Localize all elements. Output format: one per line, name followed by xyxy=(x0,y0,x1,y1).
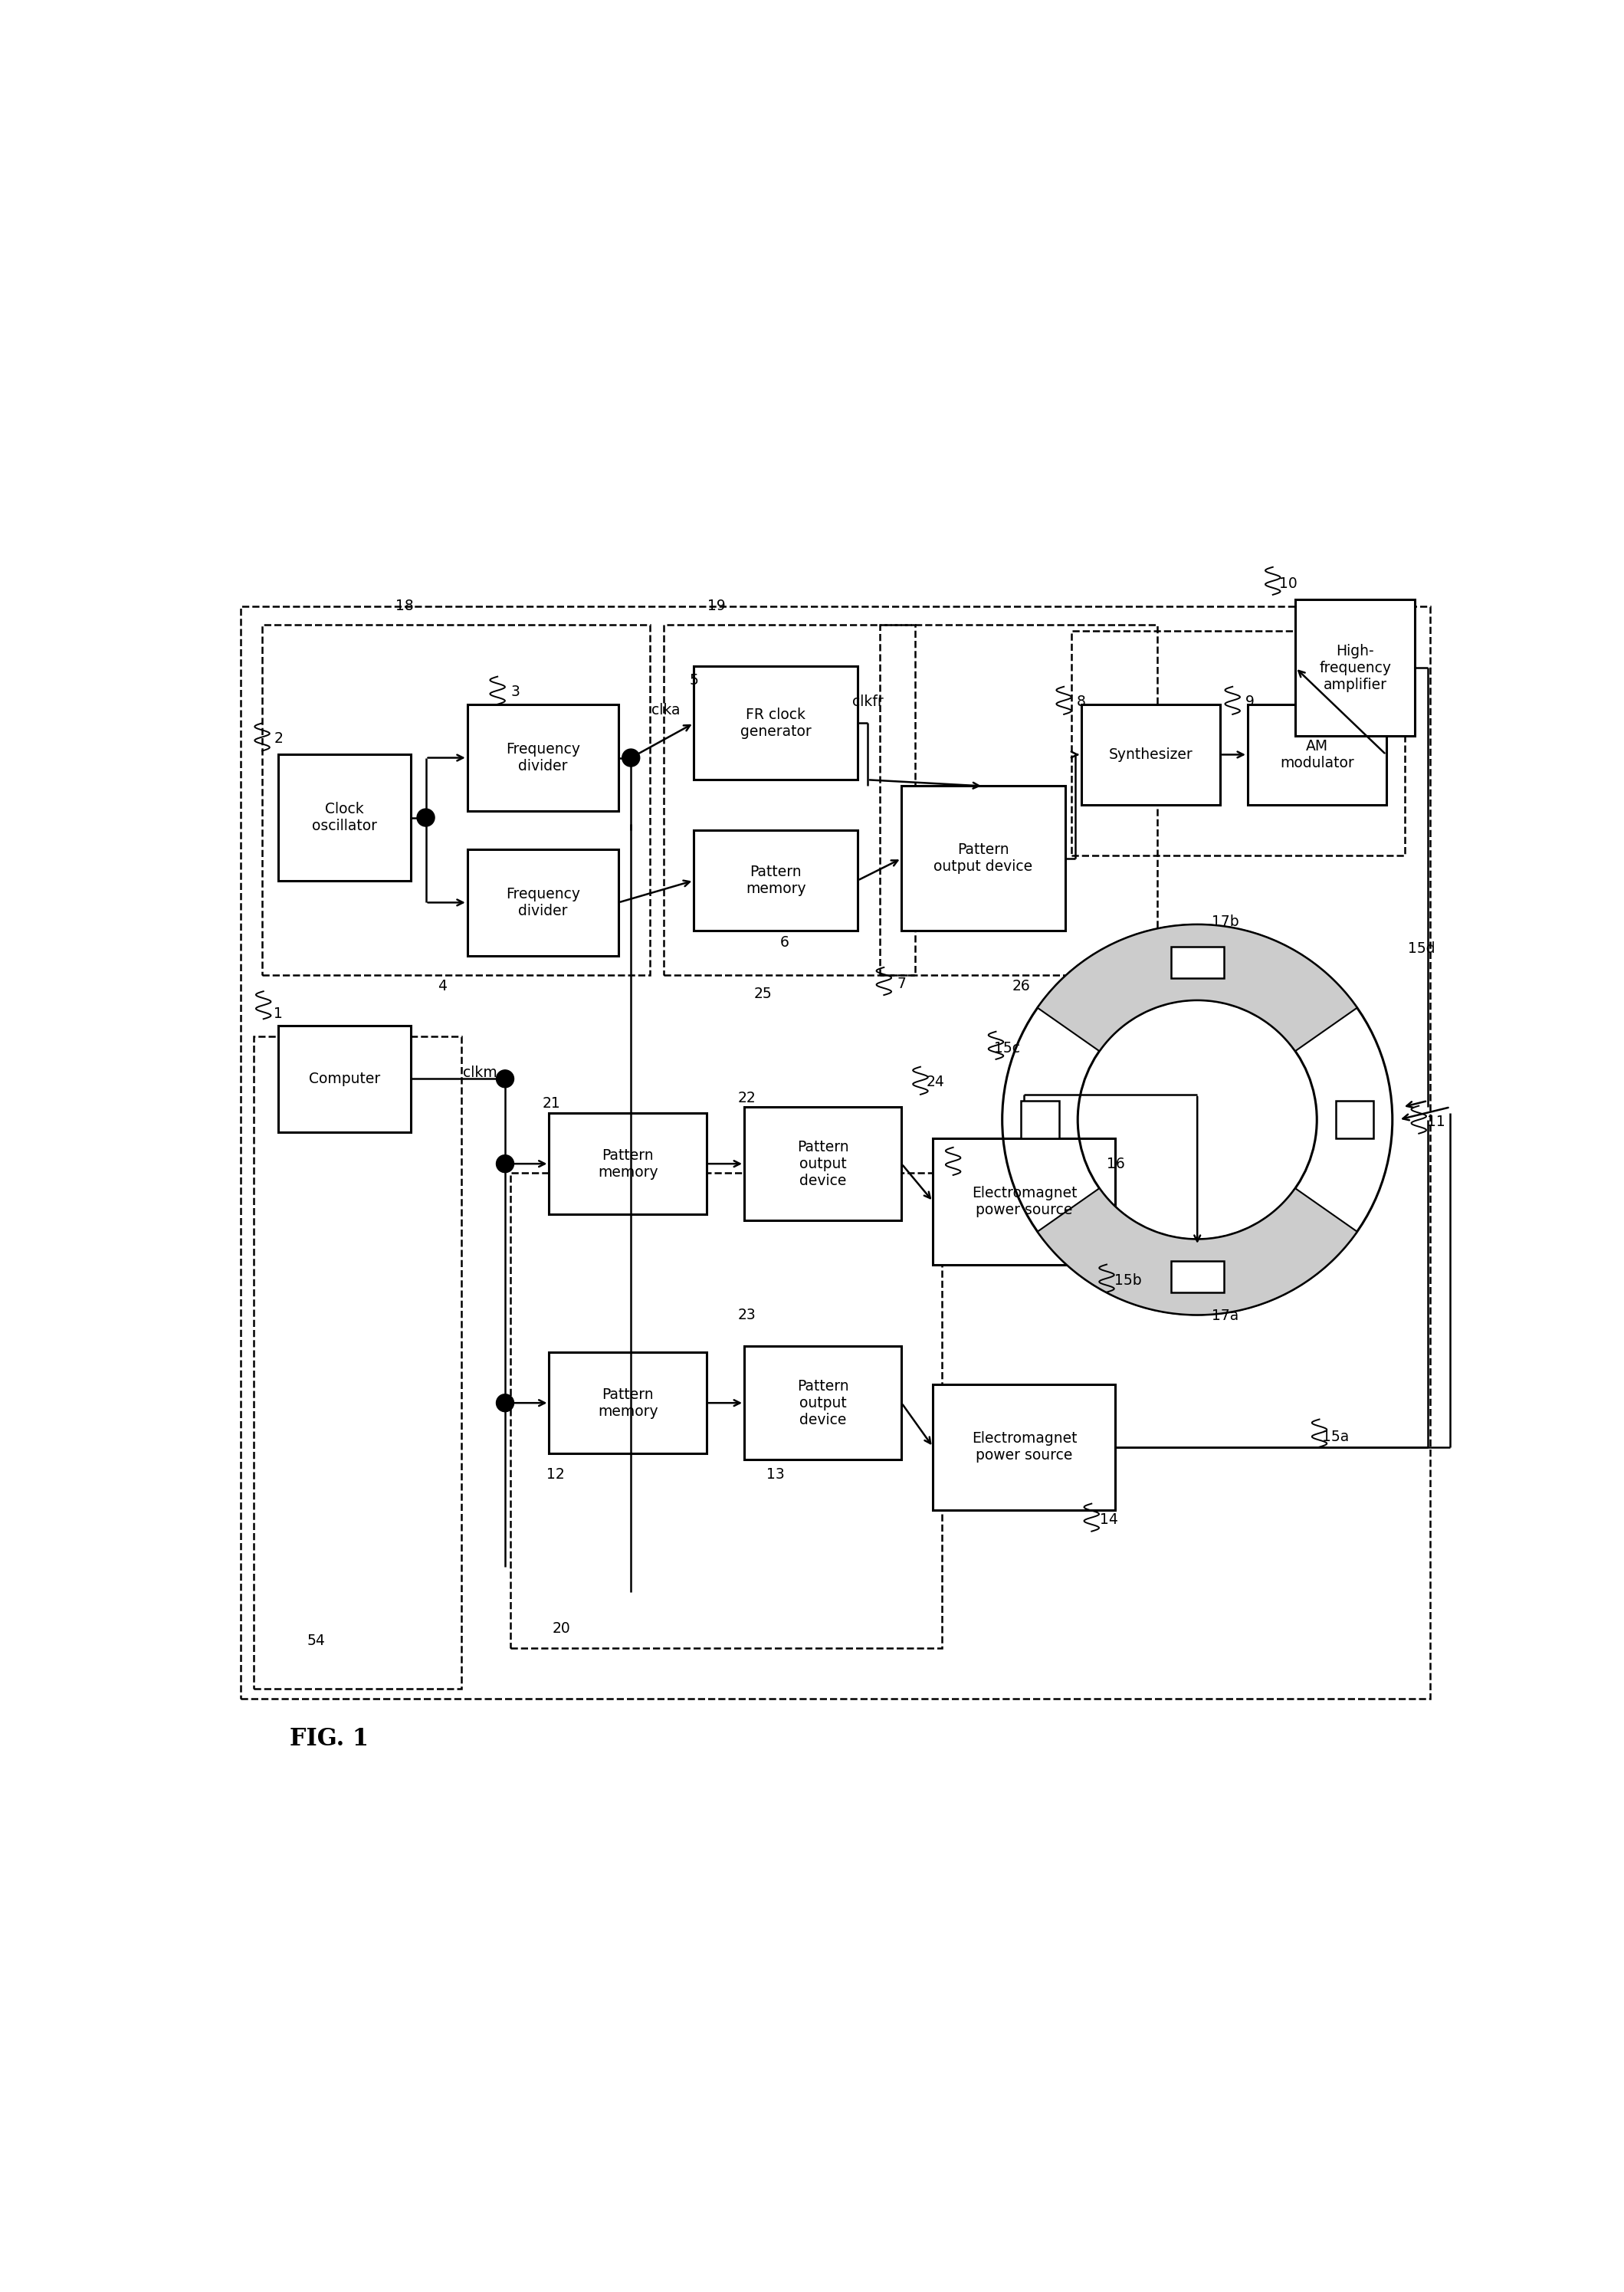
Text: 24: 24 xyxy=(926,1075,945,1089)
Circle shape xyxy=(497,1155,513,1174)
Text: Electromagnet
power source: Electromagnet power source xyxy=(971,1430,1077,1462)
Text: 17a: 17a xyxy=(1212,1309,1239,1322)
Bar xyxy=(468,848,619,956)
Bar xyxy=(1171,1261,1224,1293)
Text: 15d: 15d xyxy=(1408,942,1436,956)
Text: 20: 20 xyxy=(552,1620,570,1636)
Text: Frequency
divider: Frequency divider xyxy=(505,743,580,772)
Text: 21: 21 xyxy=(542,1096,560,1112)
Circle shape xyxy=(497,1070,513,1089)
Bar xyxy=(1247,704,1387,804)
Text: Frequency
divider: Frequency divider xyxy=(505,887,580,919)
Text: 4: 4 xyxy=(437,979,447,992)
Text: Pattern
memory: Pattern memory xyxy=(745,864,806,896)
Text: 26: 26 xyxy=(1012,979,1030,992)
Text: Pattern
memory: Pattern memory xyxy=(598,1148,658,1180)
Text: 18: 18 xyxy=(395,598,414,614)
Text: 54: 54 xyxy=(307,1634,325,1648)
Text: 13: 13 xyxy=(767,1467,784,1483)
Bar xyxy=(932,1384,1116,1510)
Text: 8: 8 xyxy=(1077,694,1086,708)
Bar xyxy=(261,626,650,974)
Text: 15c: 15c xyxy=(994,1041,1020,1054)
Text: 22: 22 xyxy=(737,1091,755,1105)
Text: 12: 12 xyxy=(546,1467,565,1483)
Bar xyxy=(253,1036,461,1689)
Text: FIG. 1: FIG. 1 xyxy=(289,1728,369,1751)
Circle shape xyxy=(417,809,435,827)
Bar xyxy=(549,1352,706,1453)
Bar xyxy=(468,704,619,811)
Text: clkm: clkm xyxy=(463,1066,497,1080)
Text: 9: 9 xyxy=(1246,694,1255,708)
Text: 19: 19 xyxy=(708,598,726,614)
Bar xyxy=(744,1345,901,1460)
Text: Computer: Computer xyxy=(309,1070,380,1086)
Bar xyxy=(1082,704,1220,804)
Bar xyxy=(279,1025,411,1132)
Text: 1: 1 xyxy=(274,1006,283,1022)
Text: 10: 10 xyxy=(1278,575,1298,591)
Bar xyxy=(1171,947,1224,979)
Text: FR clock
generator: FR clock generator xyxy=(741,708,812,738)
Circle shape xyxy=(497,1394,513,1412)
Bar xyxy=(1072,630,1405,855)
Bar xyxy=(932,1139,1116,1265)
Bar xyxy=(1335,1100,1374,1139)
Text: 14: 14 xyxy=(1099,1513,1119,1526)
Text: 16: 16 xyxy=(1106,1157,1124,1171)
Bar xyxy=(744,1107,901,1219)
Text: 17b: 17b xyxy=(1212,915,1239,928)
Polygon shape xyxy=(1038,1187,1358,1316)
Text: 5: 5 xyxy=(689,674,698,688)
Bar xyxy=(240,605,1431,1698)
Bar xyxy=(1296,601,1415,736)
Text: 23: 23 xyxy=(737,1306,755,1322)
Text: Pattern
output
device: Pattern output device xyxy=(797,1139,849,1187)
Bar xyxy=(693,667,857,779)
Polygon shape xyxy=(1038,924,1358,1052)
Text: 15a: 15a xyxy=(1322,1430,1350,1444)
Circle shape xyxy=(622,749,640,766)
Bar xyxy=(279,754,411,880)
Text: 15b: 15b xyxy=(1114,1274,1142,1288)
Text: Pattern
output device: Pattern output device xyxy=(934,843,1033,873)
Text: 2: 2 xyxy=(274,731,283,745)
Text: Pattern
output
device: Pattern output device xyxy=(797,1380,849,1428)
Text: clkfr: clkfr xyxy=(853,694,883,708)
Text: Synthesizer: Synthesizer xyxy=(1109,747,1192,761)
Text: High-
frequency
amplifier: High- frequency amplifier xyxy=(1319,644,1392,692)
Text: clka: clka xyxy=(651,704,680,717)
Bar xyxy=(549,1114,706,1215)
Text: 6: 6 xyxy=(780,935,789,949)
Text: 11: 11 xyxy=(1427,1114,1445,1130)
Bar xyxy=(880,626,1156,974)
Text: 7: 7 xyxy=(896,976,906,990)
Bar xyxy=(664,626,916,974)
Bar xyxy=(901,786,1065,931)
Text: 3: 3 xyxy=(510,685,520,699)
Text: Clock
oscillator: Clock oscillator xyxy=(312,802,377,834)
Text: Pattern
memory: Pattern memory xyxy=(598,1387,658,1419)
Text: AM
modulator: AM modulator xyxy=(1280,738,1354,770)
Bar xyxy=(510,1174,942,1648)
Text: Electromagnet
power source: Electromagnet power source xyxy=(971,1185,1077,1217)
Text: 25: 25 xyxy=(754,986,771,1002)
Bar xyxy=(1021,1100,1059,1139)
Bar xyxy=(693,830,857,931)
